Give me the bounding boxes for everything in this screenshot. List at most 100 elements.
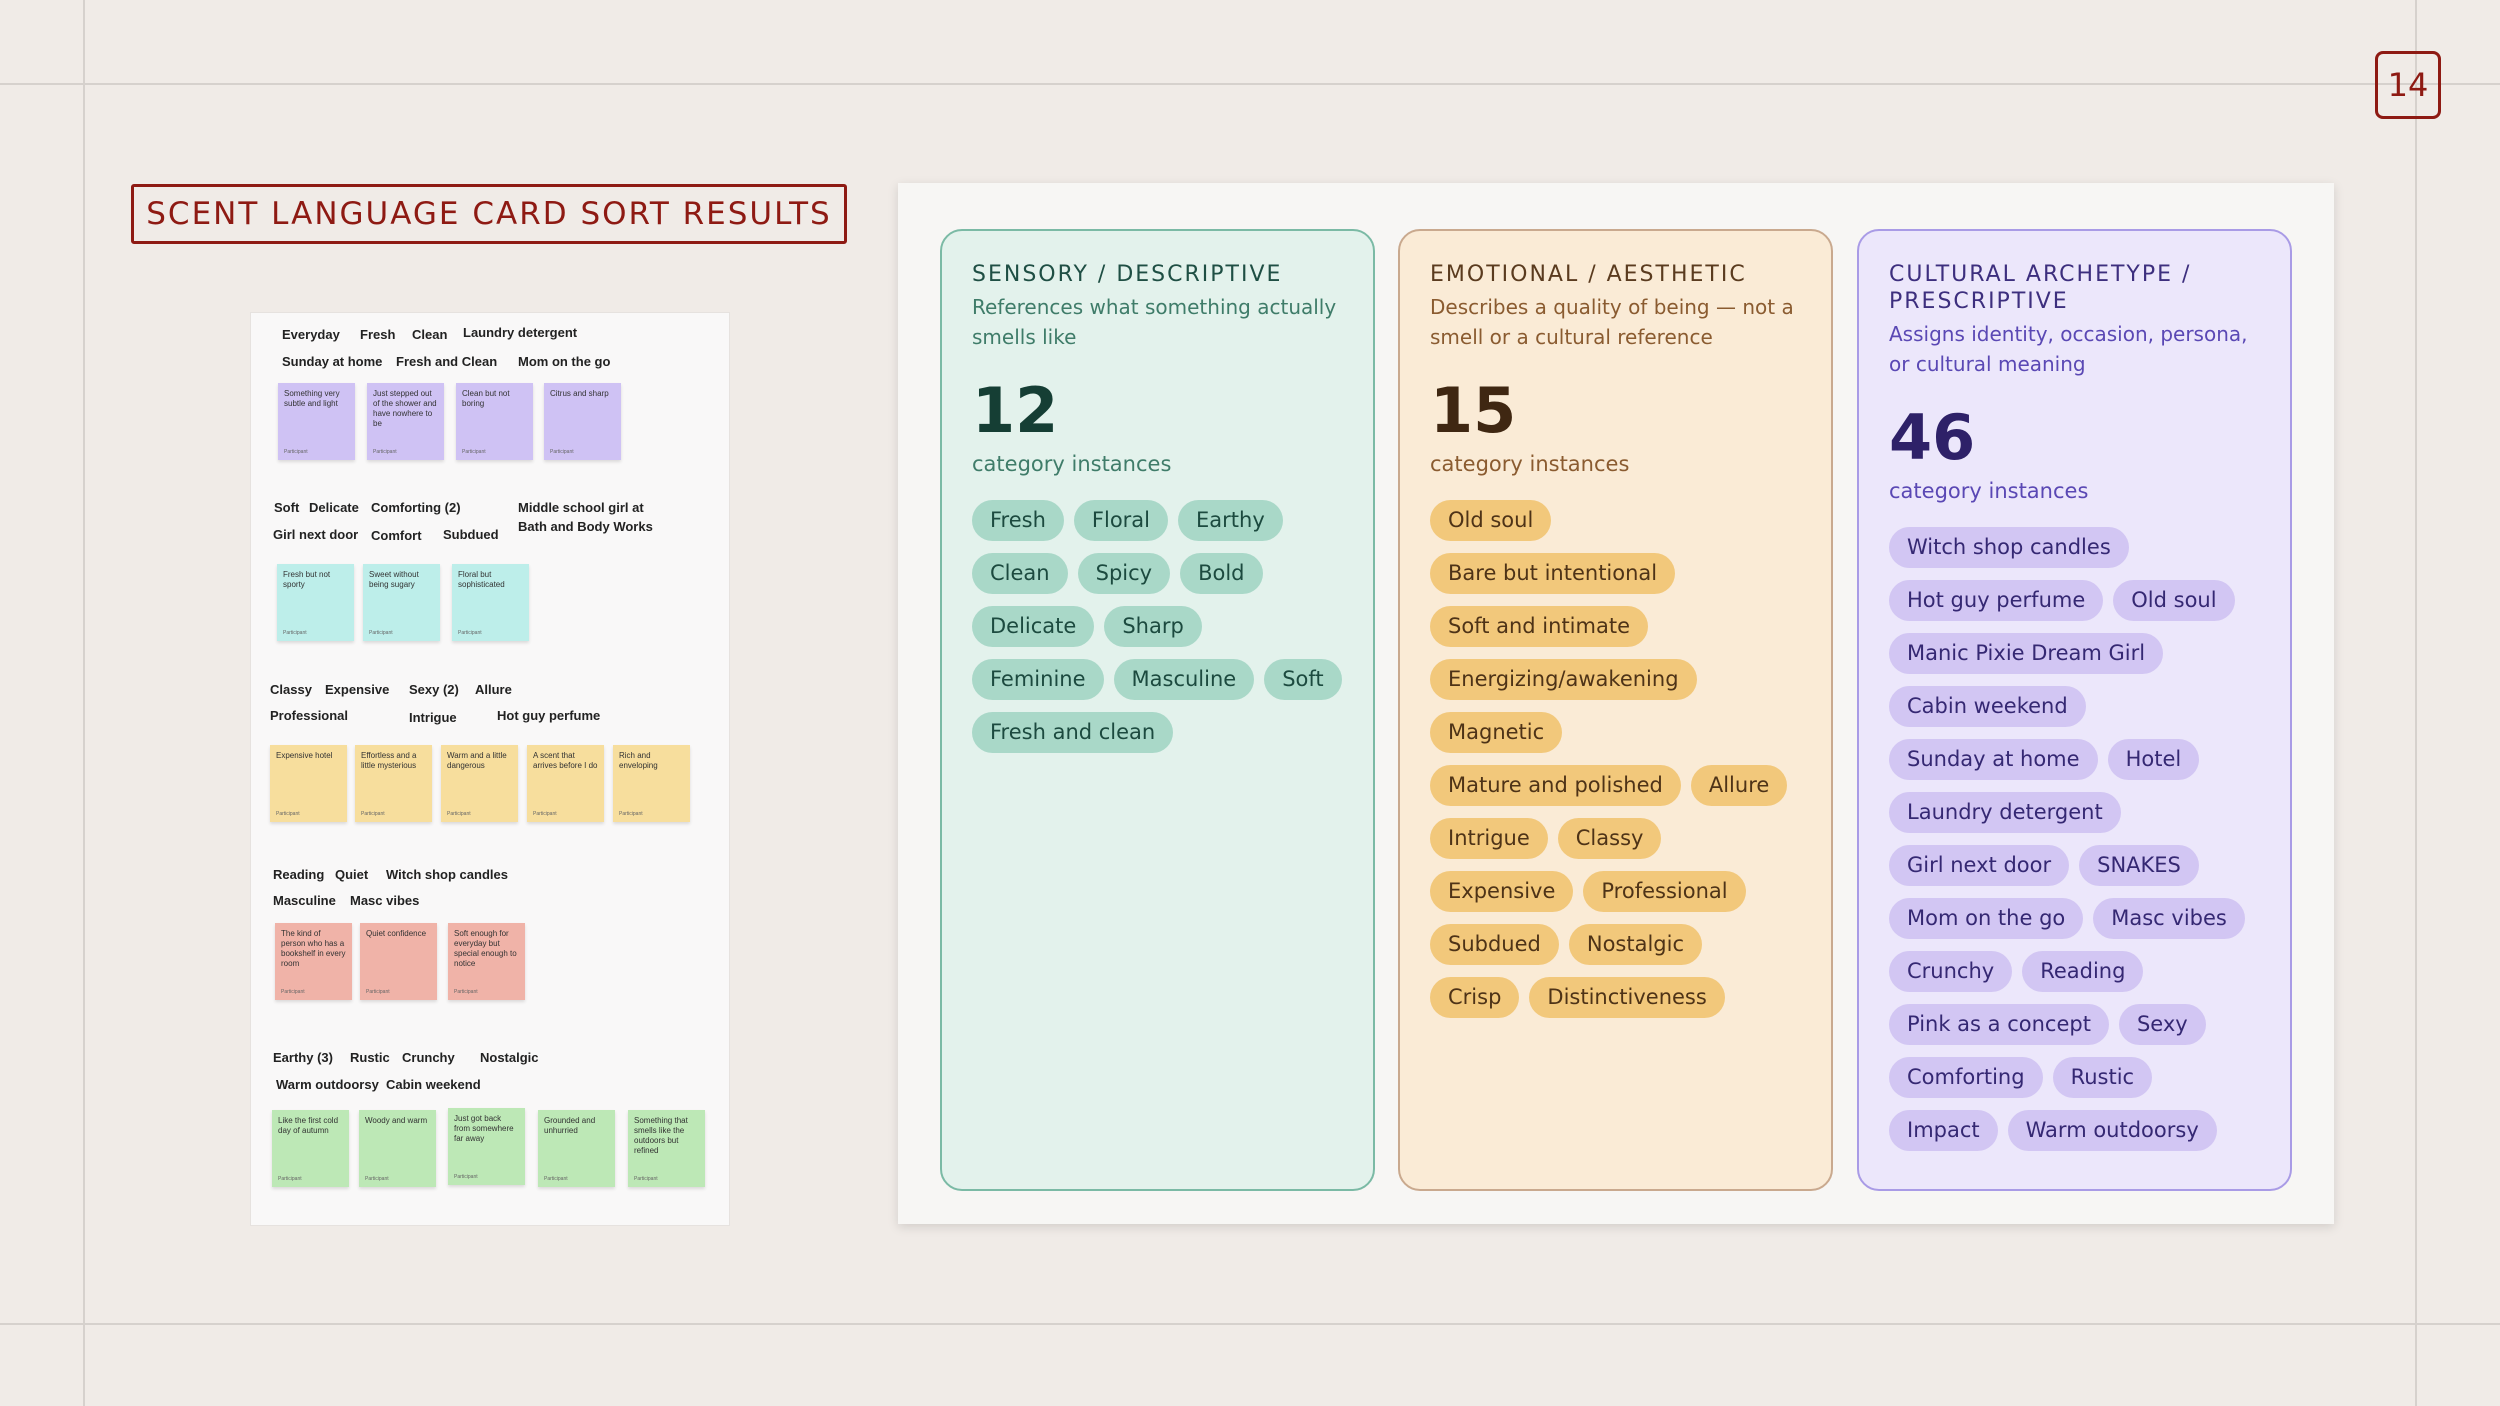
category-panel: SENSORY / DESCRIPTIVE References what so… [898,183,2334,1224]
tag-chip: Bold [1180,553,1263,594]
sticky-note[interactable]: Just stepped out of the shower and have … [367,383,444,460]
tag-chip: Distinctiveness [1529,977,1725,1018]
tag-chip: Spicy [1077,553,1171,594]
sticky-note[interactable]: The kind of person who has a bookshelf i… [275,923,352,1000]
tag-chip: Old soul [1430,500,1552,541]
category-column-emotional: EMOTIONAL / AESTHETIC Describes a qualit… [1398,229,1833,1191]
board-label: Sexy (2) [409,682,459,697]
tag-chip: Feminine [972,659,1104,700]
tag-chip: Fresh [972,500,1064,541]
sticky-note[interactable]: Warm and a little dangerous Participant [441,745,518,822]
guide-line-left [83,0,85,1406]
board-label: Classy [270,682,312,697]
tag-chip: Laundry detergent [1889,792,2121,833]
sticky-note[interactable]: Something very subtle and light Participa… [278,383,355,460]
tag-chip: Rustic [2052,1057,2153,1098]
sticky-note[interactable]: Fresh but not sporty Participant [277,564,354,641]
board-label: Witch shop candles [386,867,508,882]
tag-chip: Reading [2022,951,2144,992]
board-label: Laundry detergent [463,325,578,340]
board-label: Warm outdoorsy [276,1077,379,1092]
sticky-note[interactable]: Floral but sophisticated Participant [452,564,529,641]
board-label: Reading [273,867,325,882]
category-description: References what something actually smell… [972,295,1337,349]
sticky-note[interactable]: Effortless and a little mysterious Partic… [355,745,432,822]
category-count-label: category instances [972,452,1172,476]
tag-chip: Fresh and clean [972,712,1174,753]
sticky-note[interactable]: Quiet confidence Participant [360,923,437,1000]
board-label: Hot guy perfume [497,708,601,723]
sticky-note[interactable]: Expensive hotel Participant [270,745,347,822]
sticky-note[interactable]: Like the first cold day of autumn Partici… [272,1110,349,1187]
tag-chip: Cabin weekend [1889,686,2086,727]
category-count: 46 [1889,401,1976,474]
tag-chip: Clean [972,553,1068,594]
tag-chip: Mature and polished [1430,765,1681,806]
board-label: Allure [475,682,512,697]
board-label: Rustic [350,1050,390,1065]
board-label: Middle school girl at [518,500,644,515]
category-column-cultural: CULTURAL ARCHETYPE / PRESCRIPTIVE Assign… [1857,229,2292,1191]
board-label: Nostalgic [480,1050,539,1065]
board-label: Fresh and Clean [396,354,498,369]
tag-chip: Floral [1073,500,1169,541]
sticky-note[interactable]: Citrus and sharp Participant [544,383,621,460]
board-label: Bath and Body Works [518,519,653,534]
guide-line-top [0,83,2500,85]
category-column-sensory: SENSORY / DESCRIPTIVE References what so… [940,229,1375,1191]
tag-chip: Warm outdoorsy [2007,1110,2217,1151]
tag-chip: Expensive [1430,871,1574,912]
board-label: Soft [274,500,300,515]
tag-chip: Hotel [2107,739,2200,780]
tag-list: Fresh Floral Earthy Clean Spicy Bold Delicate S… [972,500,1343,753]
slide-title: SCENT LANGUAGE CARD SORT RESULTS [131,184,847,244]
tag-chip: Hot guy perfume [1889,580,2104,621]
board-label: Fresh [360,327,396,342]
sticky-note[interactable]: Something that smells like the outdoors … [628,1110,705,1187]
tag-chip: Sharp [1104,606,1202,647]
board-label: Earthy (3) [273,1050,333,1065]
sticky-note[interactable]: Rich and enveloping Participant [613,745,690,822]
tag-chip: Sunday at home [1889,739,2098,780]
board-label: Girl next door [273,527,359,542]
category-count: 12 [972,374,1059,447]
tag-chip: Manic Pixie Dream Girl [1889,633,2164,674]
tag-chip: Witch shop candles [1889,527,2129,568]
tag-chip: Subdued [1430,924,1559,965]
sticky-note[interactable]: Just got back from somewhere far away Par… [448,1108,525,1185]
tag-chip: Old soul [2113,580,2235,621]
board-label: Professional [270,708,349,723]
sticky-note[interactable]: A scent that arrives before I do Particip… [527,745,604,822]
board-label: Cabin weekend [386,1077,481,1092]
tag-chip: Crisp [1430,977,1520,1018]
sticky-note[interactable]: Soft enough for everyday but special eno… [448,923,525,1000]
category-description: Assigns identity, occasion, persona, or … [1889,322,2248,376]
tag-chip: Soft and intimate [1430,606,1648,647]
tag-chip: Earthy [1178,500,1283,541]
board-label: Masculine [273,893,336,908]
tag-chip: Magnetic [1430,712,1563,753]
tag-chip: Impact [1889,1110,1998,1151]
tag-chip: Sexy [2118,1004,2206,1045]
tag-chip: Delicate [972,606,1095,647]
tag-chip: Girl next door [1889,845,2070,886]
tag-chip: Allure [1690,765,1788,806]
tag-chip: Intrigue [1430,818,1548,859]
tag-chip: Masculine [1113,659,1255,700]
board-label: Everyday [282,327,340,342]
category-count-label: category instances [1430,452,1630,476]
guide-line-right [2415,0,2417,1406]
sticky-note[interactable]: Woody and warm Participant [359,1110,436,1187]
board-label: Expensive [325,682,390,697]
sticky-note[interactable]: Grounded and unhurried Participant [538,1110,615,1187]
tag-chip: Crunchy [1889,951,2013,992]
sticky-note[interactable]: Sweet without being sugary Participant [363,564,440,641]
board-label: Delicate [309,500,359,515]
board-label: Clean [412,327,448,342]
tag-chip: Soft [1264,659,1342,700]
sticky-note[interactable]: Clean but not boring Participant [456,383,533,460]
board-label: Masc vibes [350,893,420,908]
tag-chip: Professional [1583,871,1746,912]
category-title: CULTURAL ARCHETYPE / PRESCRIPTIVE [1889,262,2192,314]
category-description: Describes a quality of being — not a sme… [1430,295,1794,349]
